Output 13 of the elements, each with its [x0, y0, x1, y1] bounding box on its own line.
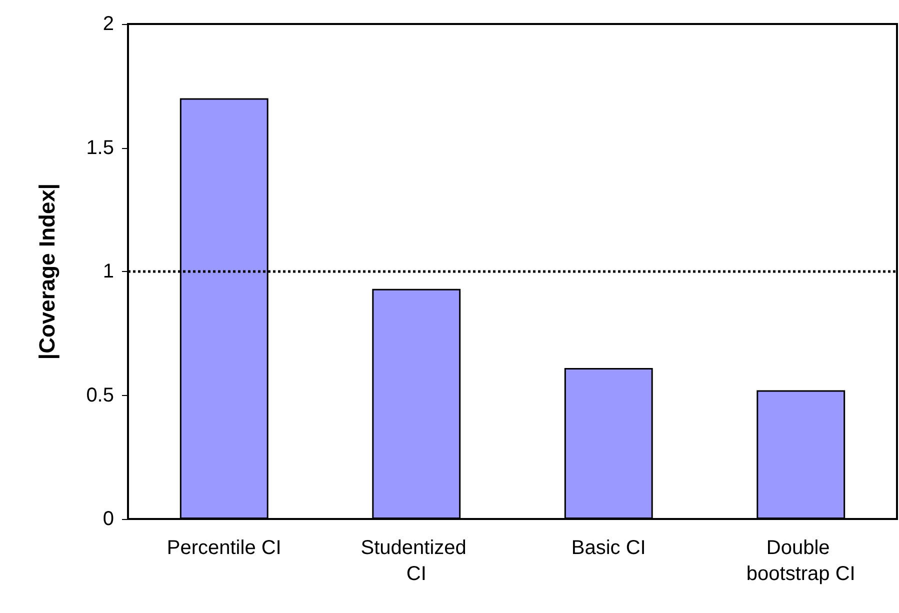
- y-tick-label: 0.5: [86, 384, 114, 406]
- y-tick-label: 0: [102, 508, 114, 530]
- x-tick-label: Percentile CI: [166, 537, 282, 559]
- x-tick-label: Double bootstrap CI: [746, 537, 856, 585]
- x-tick-label: Basic CI: [571, 537, 646, 559]
- x-tick-label: Studentized CI: [360, 537, 472, 585]
- bar: [372, 288, 461, 519]
- y-axis-title: |Coverage Index|: [34, 183, 60, 360]
- bar: [564, 368, 653, 519]
- bar: [756, 390, 846, 519]
- y-tick-label: 1.5: [86, 136, 114, 159]
- y-tick-label: 1: [102, 260, 114, 282]
- y-tick-label: 2: [102, 13, 114, 35]
